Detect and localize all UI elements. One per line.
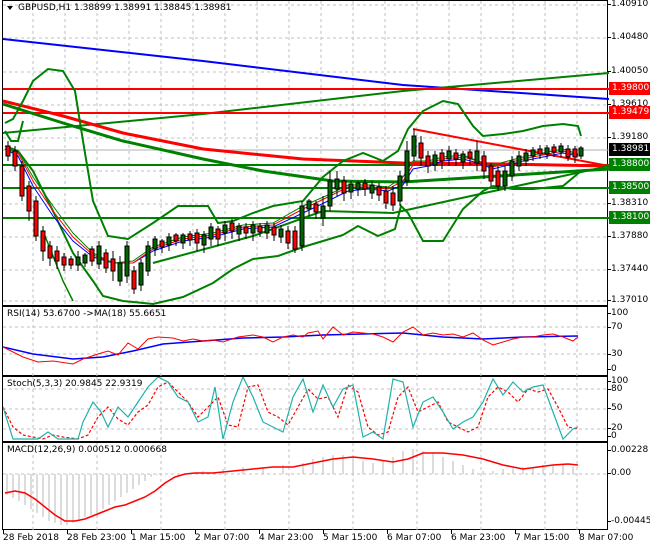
dropdown-caret-icon[interactable] — [7, 5, 13, 10]
stochastic-chart-svg — [3, 377, 609, 443]
bollinger-upper — [4, 67, 582, 241]
macd-pane[interactable]: MACD(12,26,9) 0.000512 0.000668 — [2, 442, 609, 531]
price-tick: 1.38310 — [607, 198, 649, 208]
time-tick — [195, 530, 196, 534]
green-support-trendline — [152, 165, 609, 264]
macd-chart-svg — [3, 443, 609, 531]
time-tick — [67, 530, 68, 534]
bollinger-lower — [4, 145, 582, 306]
stoch-tick: 50 — [607, 403, 623, 413]
price-tick: 1.39180 — [607, 132, 649, 142]
main-chart-pane[interactable]: GBPUSD,H1 1.38899 1.38991 1.38845 1.3898… — [2, 0, 609, 307]
red-descending-trendline — [412, 128, 609, 167]
rsi-chart-svg — [3, 307, 609, 377]
price-tick: 1.40480 — [607, 32, 649, 42]
rsi-tick: 0 — [608, 364, 617, 374]
macd-histogram — [6, 449, 574, 525]
price-tick: 1.37010 — [607, 295, 649, 305]
rsi-tick: 30 — [607, 349, 623, 359]
time-label: 5 Mar 15:00 — [323, 533, 378, 543]
time-tick — [451, 530, 452, 534]
time-tick — [387, 530, 388, 534]
stochastic-axis: 100 80 50 20 0 — [607, 376, 650, 442]
time-tick — [131, 530, 132, 534]
macd-tick: -0.004458 — [607, 516, 650, 527]
time-label: 2 Mar 07:00 — [195, 533, 250, 543]
price-tick: 1.37880 — [607, 231, 649, 241]
macd-tick: 0.00228 — [607, 445, 649, 455]
time-label: 4 Mar 23:00 — [259, 533, 314, 543]
price-chart-svg — [3, 1, 609, 307]
green-rising-trendline — [3, 72, 609, 134]
stoch-tick: 0 — [608, 431, 617, 441]
time-tick — [323, 530, 324, 534]
time-tick — [579, 530, 580, 534]
stoch-tick: 100 — [607, 376, 629, 386]
candlesticks — [5, 129, 584, 294]
macd-axis: 0.00228 0.00 -0.004458 — [607, 442, 650, 530]
stoch-k-line — [3, 377, 579, 441]
blue-trendline — [3, 38, 609, 100]
time-tick — [3, 530, 4, 534]
symbol-header: GBPUSD,H1 1.38899 1.38991 1.38845 1.3898… — [7, 3, 231, 13]
price-tag-resistance-2: 1.39479 — [609, 106, 650, 119]
rsi-pane[interactable]: RSI(14) 53.6700 ->MA(18) 55.6651 — [2, 306, 609, 377]
rsi-tick: 70 — [607, 322, 623, 332]
macd-label: MACD(12,26,9) 0.000512 0.000668 — [7, 445, 167, 455]
time-axis[interactable]: 28 Feb 2018 28 Feb 23:00 1 Mar 15:00 2 M… — [0, 530, 650, 550]
time-label: 28 Feb 23:00 — [67, 533, 127, 543]
price-axis[interactable]: 1.40910 1.40480 1.40050 1.39610 1.39180 … — [607, 0, 650, 306]
rsi-label: RSI(14) 53.6700 ->MA(18) 55.6651 — [7, 309, 167, 319]
time-tick — [259, 530, 260, 534]
price-tag-current: 1.38981 — [609, 143, 650, 156]
time-label: 6 Mar 23:00 — [451, 533, 506, 543]
time-label: 8 Mar 07:00 — [579, 533, 634, 543]
macd-tick: 0.00 — [607, 468, 632, 478]
time-label: 28 Feb 2018 — [3, 533, 60, 543]
price-tick: 1.40050 — [607, 66, 649, 76]
rsi-tick: 100 — [607, 308, 629, 318]
ma-long-green — [3, 102, 609, 184]
price-tag-support-1: 1.38800 — [609, 158, 650, 171]
stochastic-label: Stoch(5,3,3) 20.9845 22.9319 — [7, 379, 143, 389]
time-tick — [515, 530, 516, 534]
macd-signal-line — [4, 452, 579, 522]
time-label: 1 Mar 15:00 — [131, 533, 186, 543]
bollinger-left-curve — [4, 120, 24, 142]
price-tick: 1.40910 — [607, 0, 649, 9]
time-label: 6 Mar 07:00 — [387, 533, 442, 543]
time-label: 7 Mar 15:00 — [515, 533, 570, 543]
stochastic-pane[interactable]: Stoch(5,3,3) 20.9845 22.9319 — [2, 376, 609, 443]
rsi-axis: 100 70 30 0 — [607, 306, 650, 376]
price-tick: 1.37440 — [607, 264, 649, 274]
stoch-tick: 20 — [607, 423, 623, 433]
price-tick: 1.39610 — [607, 99, 649, 109]
price-tag-resistance-1: 1.39800 — [609, 82, 650, 95]
stoch-d-line — [3, 381, 579, 440]
price-tag-support-2: 1.38500 — [609, 181, 650, 194]
rsi-ma-line — [3, 332, 579, 360]
price-tag-support-3: 1.38100 — [609, 211, 650, 224]
stoch-tick: 80 — [607, 384, 623, 394]
rsi-line — [3, 326, 579, 365]
